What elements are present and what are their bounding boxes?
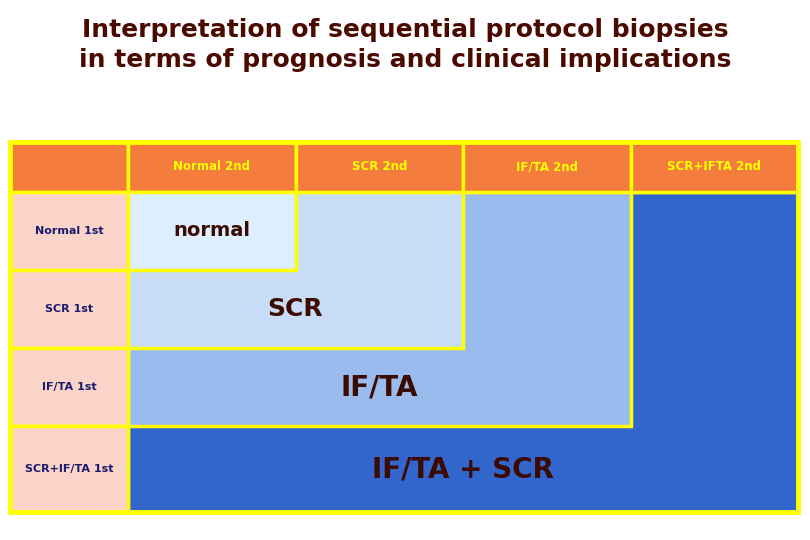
Text: normal: normal	[173, 221, 250, 240]
Bar	[296, 142, 463, 192]
Text: in terms of prognosis and clinical implications: in terms of prognosis and clinical impli…	[79, 48, 731, 72]
Bar	[463, 142, 630, 192]
Bar	[10, 142, 128, 192]
Text: SCR+IFTA 2nd: SCR+IFTA 2nd	[667, 160, 761, 173]
Bar	[128, 192, 463, 348]
Bar	[10, 142, 798, 512]
Bar	[10, 270, 128, 348]
Text: IF/TA + SCR: IF/TA + SCR	[372, 455, 554, 483]
Bar	[630, 142, 798, 192]
Bar	[128, 192, 798, 512]
Text: Normal 1st: Normal 1st	[35, 226, 104, 236]
Text: SCR: SCR	[267, 297, 323, 321]
Bar	[10, 192, 128, 270]
Bar	[10, 426, 128, 512]
Text: SCR 1st: SCR 1st	[45, 304, 93, 314]
Bar	[128, 192, 630, 426]
Text: IF/TA 2nd: IF/TA 2nd	[516, 160, 578, 173]
Text: IF/TA: IF/TA	[340, 373, 418, 401]
Bar	[10, 348, 128, 426]
Bar	[128, 142, 296, 192]
Text: Interpretation of sequential protocol biopsies: Interpretation of sequential protocol bi…	[82, 18, 728, 42]
Text: SCR+IF/TA 1st: SCR+IF/TA 1st	[25, 464, 113, 474]
Bar	[128, 192, 296, 270]
Text: IF/TA 1st: IF/TA 1st	[41, 382, 96, 392]
Text: Normal 2nd: Normal 2nd	[173, 160, 250, 173]
Text: SCR 2nd: SCR 2nd	[352, 160, 407, 173]
